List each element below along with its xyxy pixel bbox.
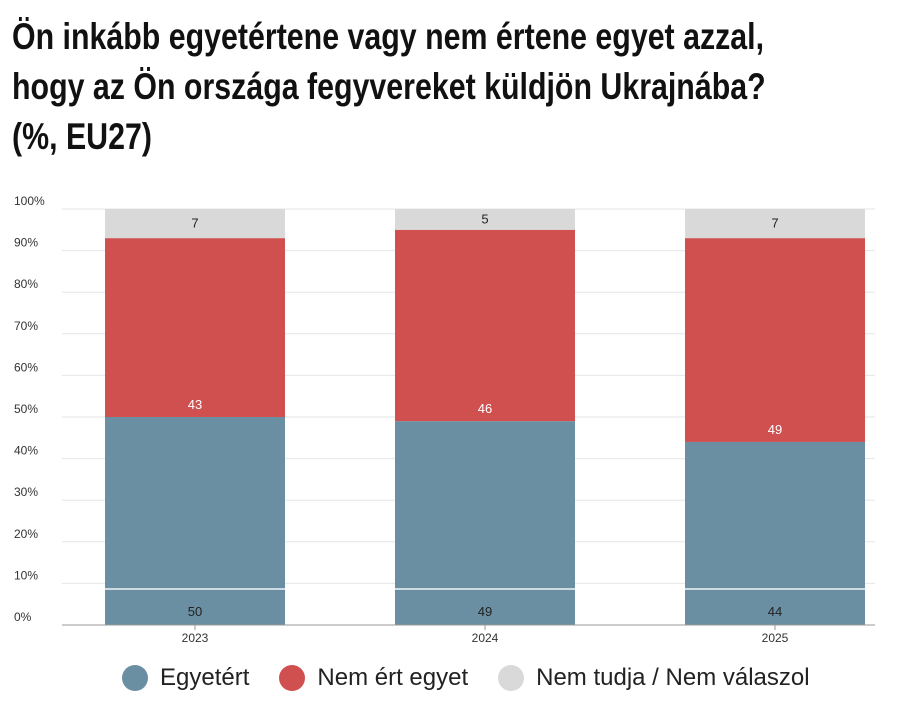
- legend-label-nem-tudja: Nem tudja / Nem válaszol: [536, 664, 810, 691]
- chart-title: Ön inkább egyetértene vagy nem értene eg…: [12, 12, 766, 162]
- chart-title-line-2: hogy az Ön országa fegyvereket küldjön U…: [12, 66, 766, 107]
- data-label: 5: [481, 211, 488, 226]
- chart-title-line-3: (%, EU27): [12, 116, 152, 157]
- legend-swatch-nem-ert-egyet: [279, 665, 306, 691]
- y-tick-label: 100%: [14, 194, 45, 208]
- y-tick-label: 30%: [14, 485, 38, 499]
- legend-item-nem-tudja: Nem tudja / Nem válaszol: [498, 664, 810, 692]
- bar-segment: [105, 209, 285, 239]
- legend-label-nem-ert-egyet: Nem ért egyet: [317, 664, 469, 691]
- x-tick-label: 2024: [472, 631, 499, 645]
- data-label: 44: [768, 604, 782, 619]
- data-label: 49: [478, 604, 492, 619]
- data-label: 50: [188, 604, 202, 619]
- y-tick-label: 10%: [14, 568, 38, 582]
- y-tick-label: 20%: [14, 527, 38, 541]
- data-label: 46: [478, 401, 492, 416]
- y-tick-label: 80%: [14, 277, 38, 291]
- legend-label-egyetert: Egyetért: [160, 664, 250, 691]
- bar-segment: [395, 421, 575, 625]
- legend-item-egyetert: Egyetért: [122, 664, 249, 692]
- x-tick-label: 2025: [762, 631, 789, 645]
- bar-segment: [685, 441, 865, 625]
- bar-segment: [395, 209, 575, 230]
- y-tick-label: 40%: [14, 444, 38, 458]
- data-label: 7: [191, 216, 198, 231]
- legend-item-nem-ert-egyet: Nem ért egyet: [279, 664, 468, 692]
- x-tick-label: 2023: [182, 631, 209, 645]
- y-tick-label: 50%: [14, 402, 38, 416]
- legend-swatch-nem-tudja: [498, 665, 525, 691]
- stacked-bar-chart: 0% 10% 20% 30% 40% 50% 60% 70% 80% 90% 100% 50 43 7 20…: [14, 194, 875, 645]
- bar-segment: [105, 238, 285, 417]
- bar-segment: [685, 209, 865, 239]
- legend-swatch-egyetert: [122, 665, 148, 691]
- data-label: 43: [188, 397, 202, 412]
- bar-segment: [685, 238, 865, 442]
- chart-legend: Egyetért Nem ért egyet Nem tudja / Nem v…: [122, 660, 810, 696]
- data-label: 49: [768, 422, 782, 437]
- data-label: 7: [771, 216, 778, 231]
- y-tick-label: 60%: [14, 360, 38, 374]
- y-tick-label: 0%: [14, 610, 32, 624]
- bar-segment: [395, 229, 575, 422]
- y-tick-label: 70%: [14, 319, 38, 333]
- bar-segment: [105, 417, 285, 625]
- chart-title-line-1: Ön inkább egyetértene vagy nem értene eg…: [12, 16, 765, 57]
- y-tick-label: 90%: [14, 236, 38, 250]
